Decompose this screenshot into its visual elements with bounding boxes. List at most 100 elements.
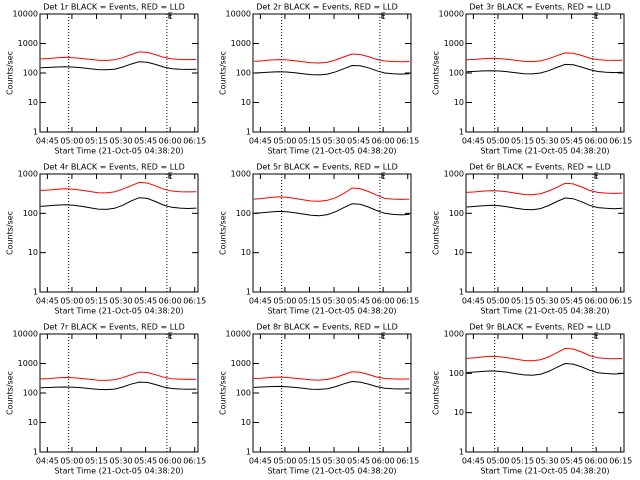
annotation: E	[168, 332, 173, 341]
x-tick-label: 06:00	[372, 137, 395, 146]
y-tick-label: 10000	[439, 10, 464, 19]
y-tick-label: 10	[241, 98, 251, 107]
x-tick-label: 06:15	[183, 457, 206, 466]
x-tick-label: 04:45	[249, 457, 272, 466]
x-tick-label: 05:15	[298, 137, 321, 146]
panel-title: Det 4r BLACK = Events, RED = LLD	[43, 163, 185, 172]
x-axis-label: Start Time (21-Oct-05 04:38:20)	[267, 467, 396, 476]
y-tick-label: 100	[236, 389, 251, 398]
y-tick-label: 1	[459, 448, 464, 457]
y-tick-label: 100	[449, 69, 464, 78]
panel-title: Det 2r BLACK = Events, RED = LLD	[256, 3, 398, 12]
x-tick-label: 06:00	[585, 297, 608, 306]
annotation: E	[168, 172, 173, 181]
x-tick-label: 05:00	[273, 137, 296, 146]
series-line	[253, 380, 410, 390]
x-tick-label: 06:15	[183, 137, 206, 146]
y-axis-label: Counts/sec	[6, 211, 15, 255]
annotation: E	[594, 332, 599, 341]
y-axis-label: Counts/sec	[432, 51, 441, 95]
y-tick-label: 100	[23, 69, 38, 78]
y-tick-label: 100	[449, 369, 464, 378]
series-line	[253, 53, 410, 64]
series-line	[40, 381, 197, 391]
panel: Det 4r BLACK = Events, RED = LLD Counts/s…	[6, 163, 207, 316]
y-tick-label: 10000	[226, 330, 251, 339]
annotation: E	[594, 12, 599, 21]
x-tick-label: 06:00	[372, 457, 395, 466]
x-tick-label: 05:45	[347, 137, 370, 146]
x-tick-label: 05:30	[110, 297, 133, 306]
x-tick-label: 05:45	[560, 457, 583, 466]
series-line	[466, 362, 623, 376]
x-tick-label: 05:00	[273, 457, 296, 466]
panel-title: Det 3r BLACK = Events, RED = LLD	[469, 3, 611, 12]
x-tick-label: 06:00	[159, 137, 182, 146]
y-tick-label: 1000	[231, 359, 251, 368]
x-tick-label: 06:15	[609, 457, 632, 466]
series-line	[253, 371, 410, 381]
x-tick-label: 05:45	[134, 297, 157, 306]
y-tick-label: 1	[33, 288, 38, 297]
y-tick-label: 1	[459, 288, 464, 297]
y-tick-label: 10	[28, 418, 38, 427]
y-tick-label: 100	[236, 209, 251, 218]
x-tick-label: 05:15	[511, 137, 534, 146]
y-tick-label: 100	[449, 209, 464, 218]
x-tick-label: 04:45	[462, 137, 485, 146]
panel-title: Det 1r BLACK = Events, RED = LLD	[43, 3, 185, 12]
x-tick-label: 05:15	[85, 137, 108, 146]
x-tick-label: 05:45	[134, 457, 157, 466]
y-tick-label: 1	[246, 448, 251, 457]
panel: Det 9r BLACK = Events, RED = LLD Counts/s…	[432, 323, 633, 476]
y-tick-label: 100	[236, 69, 251, 78]
series-line	[466, 182, 623, 196]
y-tick-label: 1	[246, 128, 251, 137]
panel: Det 1r BLACK = Events, RED = LLD Counts/s…	[6, 3, 207, 156]
x-tick-label: 05:15	[298, 297, 321, 306]
x-tick-label: 04:45	[36, 137, 59, 146]
plot-frame	[465, 173, 625, 293]
x-axis-label: Start Time (21-Oct-05 04:38:20)	[480, 147, 609, 156]
x-tick-label: 05:15	[298, 457, 321, 466]
x-tick-label: 04:45	[249, 137, 272, 146]
x-tick-label: 06:15	[609, 137, 632, 146]
panel-title: Det 6r BLACK = Events, RED = LLD	[469, 163, 611, 172]
panel-title: Det 7r BLACK = Events, RED = LLD	[43, 323, 185, 332]
y-tick-label: 10	[28, 248, 38, 257]
y-tick-label: 10	[241, 248, 251, 257]
x-tick-label: 06:15	[396, 137, 419, 146]
series-line	[466, 197, 623, 211]
y-tick-label: 100	[23, 209, 38, 218]
series-line	[466, 63, 623, 75]
series-line	[40, 181, 197, 194]
annotation: E	[381, 332, 386, 341]
y-tick-label: 10	[454, 98, 464, 107]
y-tick-label: 1000	[18, 170, 38, 179]
x-tick-label: 04:45	[36, 297, 59, 306]
annotation: E	[594, 172, 599, 181]
x-tick-label: 05:00	[60, 457, 83, 466]
panel-title: Det 5r BLACK = Events, RED = LLD	[256, 163, 398, 172]
plot-frame	[465, 13, 625, 133]
x-tick-label: 05:45	[347, 457, 370, 466]
x-tick-label: 06:15	[183, 297, 206, 306]
y-tick-label: 1000	[444, 170, 464, 179]
plot-frame	[39, 333, 199, 453]
plot-frame	[252, 333, 412, 453]
plot-frame	[252, 173, 412, 293]
series-line	[40, 51, 197, 62]
y-tick-label: 1000	[231, 170, 251, 179]
y-tick-label: 10000	[226, 10, 251, 19]
y-tick-label: 1000	[231, 39, 251, 48]
x-tick-label: 04:45	[462, 297, 485, 306]
y-axis-label: Counts/sec	[432, 371, 441, 415]
x-tick-label: 05:00	[60, 137, 83, 146]
x-tick-label: 05:15	[85, 457, 108, 466]
series-line	[466, 347, 623, 362]
x-tick-label: 05:30	[536, 457, 559, 466]
x-tick-label: 04:45	[462, 457, 485, 466]
panel-title: Det 9r BLACK = Events, RED = LLD	[469, 323, 611, 332]
annotation: E	[168, 12, 173, 21]
panel: Det 2r BLACK = Events, RED = LLD Counts/s…	[219, 3, 420, 156]
